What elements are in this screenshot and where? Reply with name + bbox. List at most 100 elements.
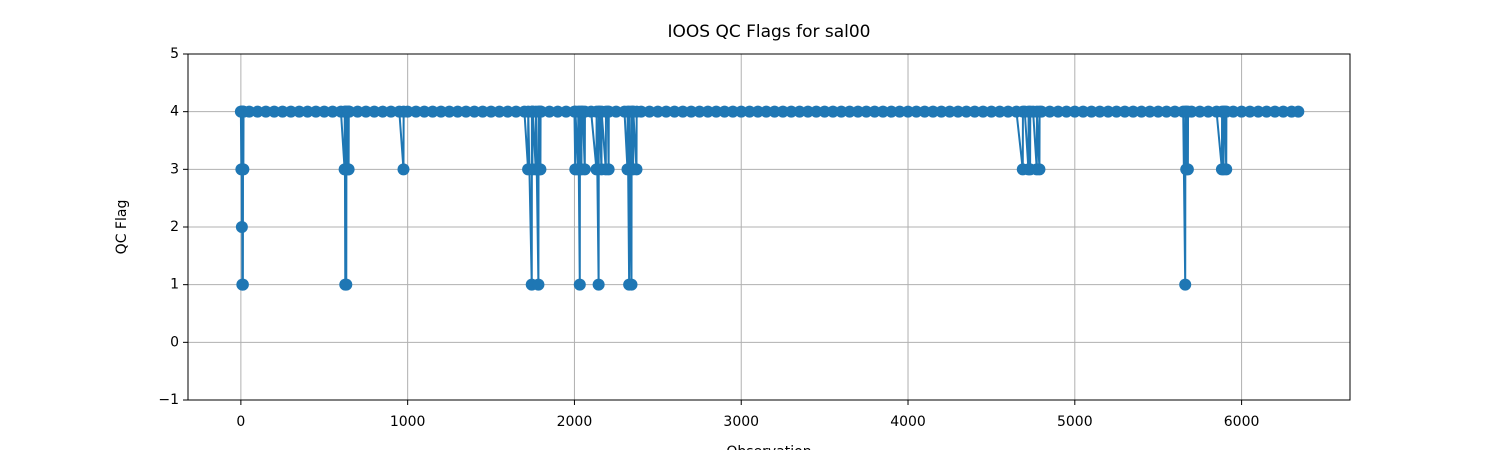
- data-point: [251, 105, 264, 118]
- data-point: [532, 278, 545, 291]
- data-point: [676, 105, 689, 118]
- data-point: [1035, 105, 1048, 118]
- data-point: [743, 105, 756, 118]
- data-point: [651, 105, 664, 118]
- data-point: [851, 105, 864, 118]
- data-point: [326, 105, 339, 118]
- data-point: [1043, 105, 1056, 118]
- data-point: [259, 105, 272, 118]
- data-point: [535, 105, 548, 118]
- data-point: [293, 105, 306, 118]
- data-point: [625, 278, 638, 291]
- y-tick-label: 1: [170, 277, 179, 293]
- data-point: [1077, 105, 1090, 118]
- data-point: [401, 105, 414, 118]
- data-point: [1033, 163, 1046, 176]
- data-point: [868, 105, 881, 118]
- data-point: [284, 105, 297, 118]
- data-point: [534, 163, 547, 176]
- data-point: [443, 105, 456, 118]
- data-point: [610, 105, 623, 118]
- data-point: [885, 105, 898, 118]
- data-point: [1277, 105, 1290, 118]
- data-point: [451, 105, 464, 118]
- data-point: [1220, 163, 1233, 176]
- data-point: [977, 105, 990, 118]
- data-point: [1243, 105, 1256, 118]
- data-point: [309, 105, 322, 118]
- data-point: [460, 105, 473, 118]
- data-point: [485, 105, 498, 118]
- data-point: [960, 105, 973, 118]
- data-point: [635, 105, 648, 118]
- x-tick-label: 3000: [723, 414, 759, 430]
- data-point: [1235, 105, 1248, 118]
- x-tick-label: 4000: [890, 414, 926, 430]
- y-axis-label: QC Flag: [114, 200, 130, 255]
- data-point: [718, 105, 731, 118]
- x-tick-label: 1000: [390, 414, 426, 430]
- x-tick-label: 5000: [1057, 414, 1093, 430]
- data-point: [592, 278, 605, 291]
- data-point: [918, 105, 931, 118]
- data-point: [573, 278, 586, 291]
- data-point: [1135, 105, 1148, 118]
- data-point: [876, 105, 889, 118]
- data-point: [902, 105, 915, 118]
- plot-frame: [187, 53, 1351, 401]
- data-point: [968, 105, 981, 118]
- data-point: [1102, 105, 1115, 118]
- data-point: [409, 105, 422, 118]
- data-point: [910, 105, 923, 118]
- data-point: [952, 105, 965, 118]
- data-point: [384, 105, 397, 118]
- y-tick-label: 0: [170, 334, 179, 350]
- data-point: [760, 105, 773, 118]
- data-point: [1179, 278, 1192, 291]
- data-point: [397, 163, 410, 176]
- data-point: [1093, 105, 1106, 118]
- x-tick-label: 0: [236, 414, 245, 430]
- data-point: [1085, 105, 1098, 118]
- data-point: [893, 105, 906, 118]
- data-point: [1160, 105, 1173, 118]
- data-point: [1168, 105, 1181, 118]
- data-point: [785, 105, 798, 118]
- data-point: [551, 105, 564, 118]
- data-point: [1002, 105, 1015, 118]
- data-point: [351, 105, 364, 118]
- data-point: [843, 105, 856, 118]
- y-tick-label: 3: [170, 161, 179, 177]
- data-point: [935, 105, 948, 118]
- data-point: [318, 105, 331, 118]
- data-point: [243, 105, 256, 118]
- data-point: [701, 105, 714, 118]
- data-point: [476, 105, 489, 118]
- data-point: [801, 105, 814, 118]
- data-point: [1118, 105, 1131, 118]
- data-point: [468, 105, 481, 118]
- x-tick-label: 6000: [1224, 414, 1260, 430]
- data-point: [643, 105, 656, 118]
- data-point: [993, 105, 1006, 118]
- data-point: [776, 105, 789, 118]
- data-point: [818, 105, 831, 118]
- y-tick-label: 2: [170, 219, 179, 235]
- data-point: [376, 105, 389, 118]
- data-point: [235, 221, 248, 233]
- y-tick-label: −1: [158, 392, 179, 408]
- x-tick-label: 2000: [557, 414, 593, 430]
- data-point: [668, 105, 681, 118]
- data-point: [1185, 105, 1198, 118]
- data-point: [560, 105, 573, 118]
- data-point: [510, 105, 523, 118]
- data-point: [1181, 163, 1194, 176]
- data-point: [237, 163, 250, 176]
- data-point: [927, 105, 940, 118]
- data-point: [268, 105, 281, 118]
- data-point: [1227, 105, 1240, 118]
- data-point: [435, 105, 448, 118]
- data-point: [578, 163, 591, 176]
- data-point: [693, 105, 706, 118]
